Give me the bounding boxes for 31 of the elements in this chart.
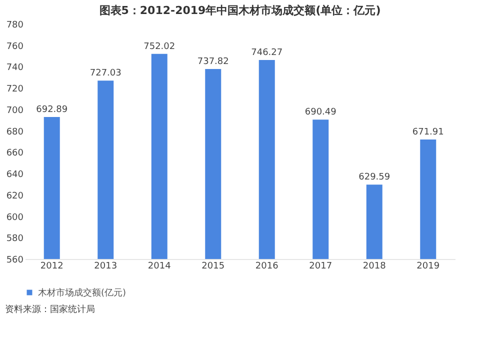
x-tick-label: 2013 — [94, 262, 118, 272]
y-tick-label: 760 — [6, 42, 24, 52]
data-label: 746.27 — [251, 48, 283, 58]
y-tick-label: 660 — [6, 148, 24, 159]
y-tick-label: 740 — [6, 63, 24, 74]
y-tick-label: 600 — [6, 212, 24, 223]
legend-label: 木材市场成交额(亿元) — [38, 288, 126, 298]
text: 资料来源：国家统计局 — [5, 304, 95, 315]
data-label: 690.49 — [304, 108, 337, 118]
y-tick-label: 620 — [6, 191, 24, 202]
data-label: 737.82 — [197, 57, 229, 68]
chart-title: 图表5：2012-2019年中国木材市场成交额(单位：亿元) — [99, 4, 381, 17]
y-tick-label: 580 — [6, 234, 24, 244]
x-tick-label: 2017 — [309, 262, 332, 272]
x-tick-label: 2018 — [362, 262, 386, 272]
x-tick-label: 2019 — [416, 262, 440, 272]
x-tick-label: 2014 — [148, 262, 172, 272]
x-tick-label: 2015 — [202, 262, 225, 272]
data-label: 692.89 — [36, 105, 68, 116]
data-label: 629.59 — [358, 172, 390, 183]
x-tick-label: 2012 — [40, 262, 64, 272]
x-tick-label: 2016 — [255, 262, 279, 272]
y-tick-label: 780 — [6, 20, 24, 30]
y-tick-label: 680 — [6, 127, 24, 138]
data-label: 727.03 — [90, 68, 122, 79]
y-tick-label: 720 — [6, 84, 24, 95]
y-tick-label: 560 — [6, 256, 24, 266]
data-label: 671.91 — [412, 127, 444, 138]
y-tick-label: 700 — [6, 106, 24, 116]
y-tick-label: 640 — [6, 170, 24, 180]
data-label: 752.02 — [144, 42, 176, 52]
